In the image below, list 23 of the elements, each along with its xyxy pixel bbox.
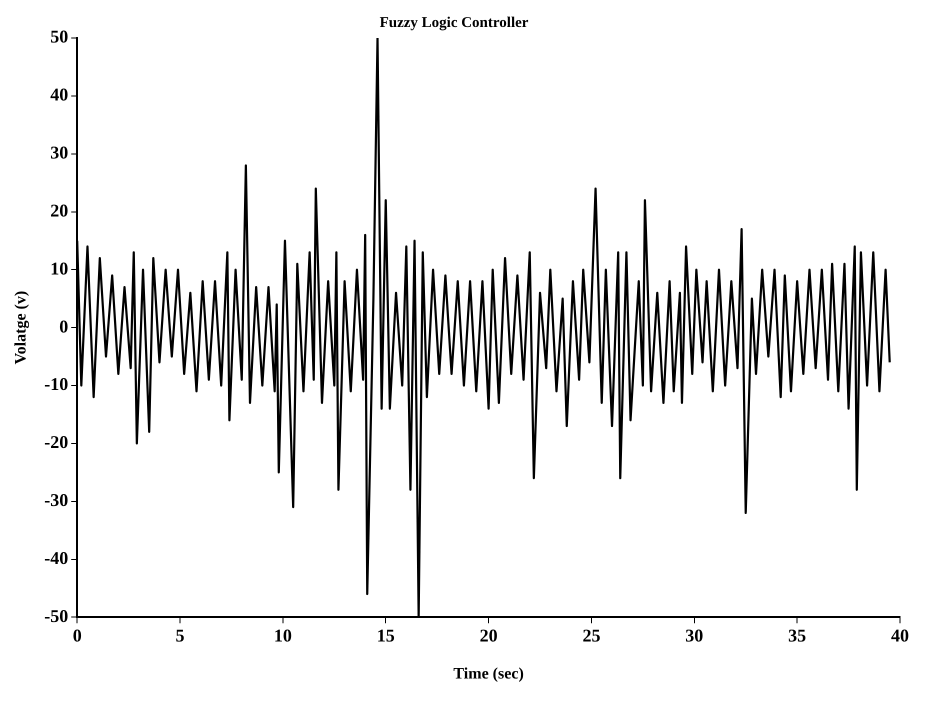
y-axis-title: Volatge (v)	[12, 290, 30, 364]
y-tick-label: 10	[50, 258, 68, 278]
y-tick-label: -20	[44, 432, 68, 452]
y-tick-label: 50	[50, 26, 68, 47]
x-tick-label: 25	[582, 626, 600, 646]
y-tick-label: -50	[44, 606, 68, 626]
y-tick-label: 30	[50, 142, 68, 162]
x-tick-label: 40	[891, 626, 909, 646]
y-tick-label: -30	[44, 490, 68, 510]
x-axis-title: Time (sec)	[453, 666, 524, 683]
y-tick-label: 0	[59, 316, 68, 336]
x-tick-label: 5	[176, 626, 185, 646]
chart-title: Fuzzy Logic Controller	[380, 14, 529, 31]
x-tick-label: 0	[72, 626, 82, 646]
y-tick-label: 20	[50, 200, 68, 220]
y-tick-label: -40	[44, 548, 68, 568]
x-tick-label: 35	[788, 626, 806, 646]
y-tick-label: 40	[50, 84, 68, 105]
x-tick-label: 20	[480, 626, 498, 646]
x-tick-label: 30	[685, 626, 704, 646]
y-tick-label: -10	[44, 374, 68, 394]
x-tick-label: 10	[274, 626, 292, 646]
x-tick-label: 15	[376, 626, 395, 646]
